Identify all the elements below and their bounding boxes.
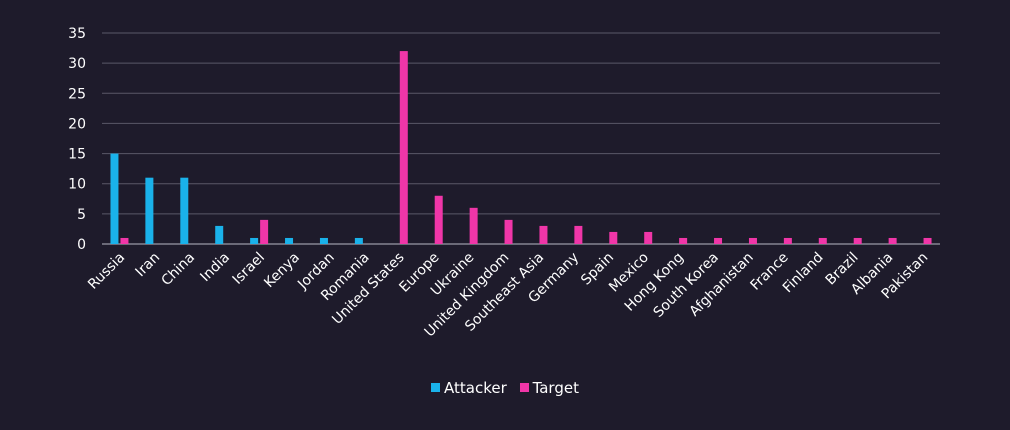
y-tick-label: 10 [68,177,86,193]
legend: Attacker Target [0,378,1010,397]
legend-label-target: Target [532,378,579,397]
bar-target-france [783,237,792,244]
bar-attacker-kenya [285,237,294,244]
x-tick-label: Russia [85,250,128,293]
bar-target-hong-kong [679,237,688,244]
bar-target-united-states [399,51,408,245]
bar-target-russia [120,237,129,244]
bar-attacker-romania [354,237,363,244]
bar-target-afghanistan [748,237,757,244]
bar-target-europe [434,195,443,244]
y-tick-label: 15 [68,147,86,163]
bar-attacker-russia [110,153,119,244]
y-tick-label: 35 [68,26,86,42]
x-tick-label: China [159,250,199,290]
x-tick-label: Kenya [261,250,303,292]
bars [110,51,932,245]
bar-target-mexico [644,231,653,244]
bar-attacker-india [215,225,224,244]
bar-target-germany [574,225,583,244]
bar-target-israel [260,219,269,244]
bar-target-southeast-asia [539,225,548,244]
bar-target-albania [888,237,897,244]
legend-swatch-target [519,383,529,392]
bar-target-south-korea [714,237,723,244]
x-tick-label: India [197,250,233,286]
y-tick-label: 20 [68,116,86,132]
bar-attacker-israel [250,237,259,244]
bar-attacker-jordan [319,237,328,244]
bar-attacker-iran [145,177,154,244]
x-tick-label: Iran [133,250,164,281]
y-axis-ticks: 0 5 10 15 20 25 30 35 [68,26,86,253]
y-tick-label: 30 [68,56,86,72]
legend-label-attacker: Attacker [444,378,507,397]
y-tick-label: 5 [77,207,86,223]
bar-target-finland [818,237,827,244]
bar-target-brazil [853,237,862,244]
bar-attacker-china [180,177,189,244]
legend-swatch-attacker [431,383,441,392]
y-tick-label: 25 [68,86,86,102]
gridlines [102,32,940,245]
bar-target-pakistan [923,237,932,244]
bar-target-ukraine [469,207,478,244]
legend-item-target: Target [519,378,579,397]
y-tick-label: 0 [77,237,86,253]
bar-target-spain [609,231,618,244]
legend-item-attacker: Attacker [431,379,507,397]
bar-target-united-kingdom [504,219,513,244]
